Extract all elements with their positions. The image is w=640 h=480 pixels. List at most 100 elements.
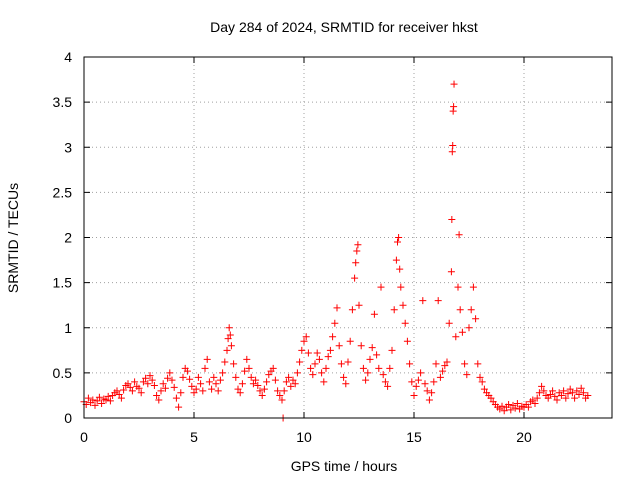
data-point <box>236 389 244 397</box>
data-point <box>487 394 495 402</box>
data-point <box>300 337 308 345</box>
axis-ticks <box>83 56 612 419</box>
data-point <box>104 392 112 400</box>
data-point <box>219 369 227 377</box>
x-tick-labels: 0 5 10 15 20 <box>80 429 532 445</box>
data-point <box>225 324 233 332</box>
data-point <box>168 376 176 384</box>
data-point <box>252 376 260 384</box>
data-point <box>188 382 196 390</box>
data-point <box>513 400 521 408</box>
data-point <box>370 310 378 318</box>
data-point <box>406 360 414 368</box>
data-point <box>498 402 506 410</box>
data-point <box>584 391 592 399</box>
data-point <box>394 238 401 246</box>
data-point <box>254 382 262 390</box>
data-point <box>357 342 365 350</box>
data-point <box>421 380 429 388</box>
y-tick-label: 2.5 <box>53 184 73 200</box>
data-point <box>469 283 477 291</box>
data-point <box>153 391 161 399</box>
data-point <box>430 378 438 386</box>
data-point <box>455 231 463 239</box>
data-point <box>373 351 381 359</box>
data-point <box>377 283 385 291</box>
data-point <box>331 319 339 327</box>
data-point <box>285 373 293 381</box>
data-point <box>157 387 165 395</box>
data-point <box>326 346 334 354</box>
data-point <box>441 362 449 370</box>
data-point <box>234 385 242 393</box>
data-point <box>161 384 169 392</box>
data-point <box>362 376 370 384</box>
data-point <box>333 304 341 312</box>
data-point <box>315 355 323 363</box>
data-point <box>359 364 367 372</box>
data-point <box>245 364 253 372</box>
data-point <box>388 346 396 354</box>
data-point <box>175 403 183 411</box>
y-axis-label: SRMTID / TECUs <box>5 183 21 293</box>
data-point <box>296 358 304 366</box>
data-point <box>538 382 546 390</box>
data-point <box>201 364 209 372</box>
data-point <box>144 380 152 388</box>
data-point <box>472 315 480 323</box>
x-tick-label: 20 <box>516 429 532 445</box>
data-point <box>500 407 508 415</box>
data-point <box>98 400 106 408</box>
data-point <box>449 141 457 149</box>
data-point <box>247 373 255 381</box>
data-point <box>533 394 541 402</box>
data-point <box>566 385 574 393</box>
data-point <box>311 360 319 368</box>
data-point <box>399 301 407 309</box>
data-point <box>408 378 416 386</box>
data-point <box>258 391 266 399</box>
data-point <box>226 331 234 339</box>
data-point <box>230 360 238 368</box>
data-point <box>562 394 570 402</box>
data-point <box>529 396 537 404</box>
data-point <box>395 234 403 241</box>
gridlines <box>84 57 612 418</box>
data-point <box>384 382 392 390</box>
data-point <box>224 335 232 343</box>
data-point <box>425 396 433 404</box>
data-point <box>84 394 92 402</box>
data-point <box>241 367 249 375</box>
data-point <box>278 396 286 404</box>
data-point <box>269 364 277 372</box>
data-point <box>535 389 543 397</box>
x-tick-label: 5 <box>190 429 198 445</box>
data-point <box>243 355 251 363</box>
data-point <box>238 380 246 388</box>
data-points <box>80 80 592 422</box>
data-point <box>480 385 488 393</box>
data-point <box>304 349 312 357</box>
data-point <box>450 103 458 111</box>
data-point <box>179 373 187 381</box>
data-point <box>263 378 271 386</box>
data-point <box>324 353 332 361</box>
data-point <box>102 396 110 404</box>
data-point <box>450 80 458 88</box>
data-point <box>322 364 330 372</box>
y-tick-label: 0 <box>64 410 72 426</box>
data-point <box>568 389 576 397</box>
x-tick-label: 15 <box>406 429 422 445</box>
data-point <box>227 342 235 350</box>
data-point <box>575 391 583 399</box>
y-tick-label: 0.5 <box>53 365 73 381</box>
data-point <box>214 387 222 395</box>
data-point <box>274 387 282 395</box>
data-point <box>172 394 180 402</box>
data-point <box>454 283 462 291</box>
data-point <box>192 385 200 393</box>
data-point <box>364 369 372 377</box>
data-point <box>551 392 559 400</box>
